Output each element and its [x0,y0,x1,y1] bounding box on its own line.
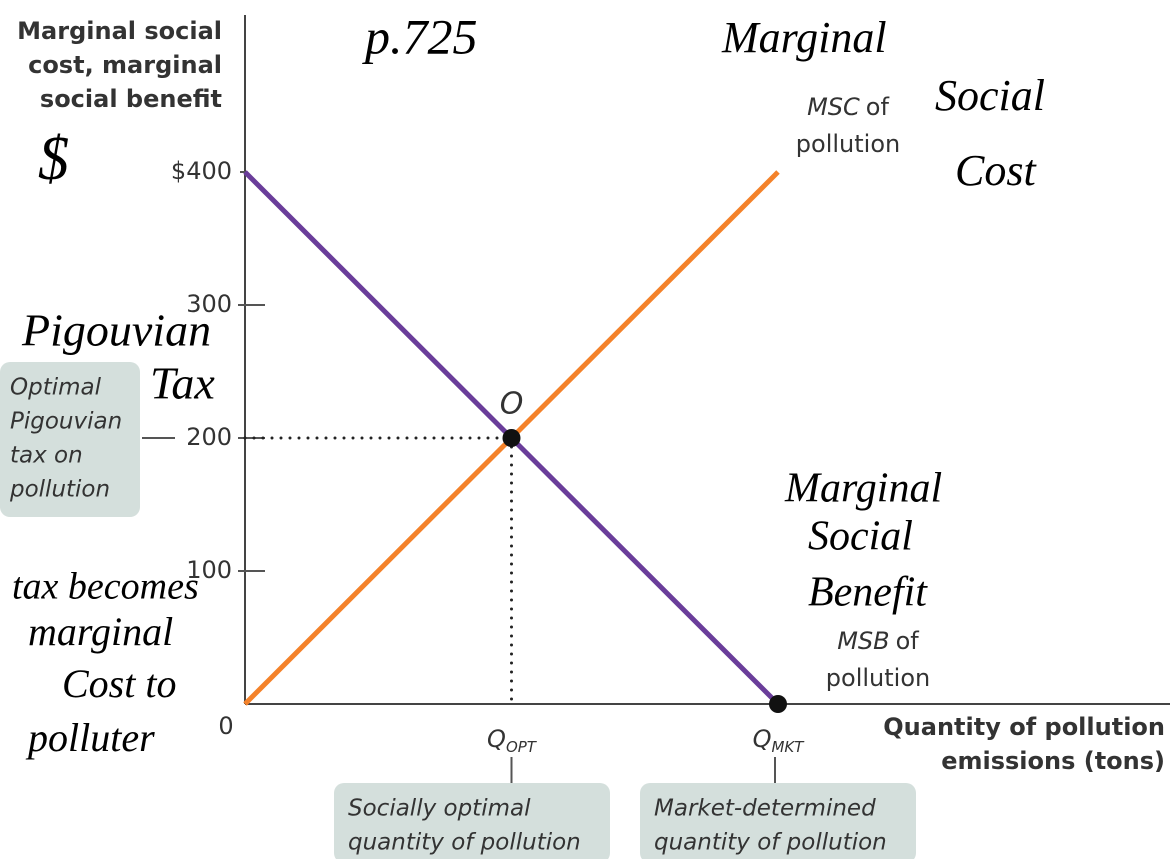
handwritten-note: Cost [955,146,1037,195]
handwritten-note: Social [935,71,1045,120]
series-name: of [866,93,890,121]
x-axis-title: emissions (tons) [941,747,1165,775]
handwritten-note: Tax [150,358,215,409]
box-text: Socially optimal [348,796,531,822]
handwritten-note: Social [808,514,913,560]
handwritten-note: Marginal [721,13,887,62]
series-label: pollution [796,130,900,158]
series-name: of [896,627,920,655]
y-tick-label: 100 [186,556,232,584]
box-text: tax on [10,443,83,469]
series-name: MSB [837,627,889,655]
x-tick-label: 0 [218,712,233,740]
point-label: O [500,387,524,422]
handwritten-note: $ [38,125,69,193]
category-label: Q [753,725,772,753]
handwritten-note: tax becomes [12,566,199,608]
handwritten-note: marginal [28,609,173,654]
series-name: MSC [807,93,860,121]
annotation-box [334,783,610,859]
point [769,695,787,713]
category-label: 0 [218,712,233,740]
point [502,429,521,447]
box-text: Pigouvian [10,409,122,435]
series-label: MSB of [837,627,919,655]
y-tick-label: $400 [171,157,232,185]
x-tick-label: QOPT [487,725,538,756]
handwritten-note: Cost to [62,661,176,706]
box-text: quantity of pollution [348,830,581,856]
category-subscript: MKT [771,738,805,756]
x-axis-title: Quantity of pollution [883,713,1165,741]
handwritten-note: Marginal [784,466,942,512]
annotation-box [0,362,140,517]
category-subscript: OPT [506,738,538,756]
y-tick-label: 300 [186,290,232,318]
y-tick-label: 200 [186,423,232,451]
handwritten-note: polluter [25,715,155,760]
handwritten-note: Benefit [808,570,928,616]
x-tick-label: QMKT [753,725,806,756]
series-label: MSC of [807,93,889,121]
y-axis-title: Marginal social [17,17,222,45]
box-text: pollution [9,477,110,503]
series-label: pollution [826,664,930,692]
annotation-box [640,783,916,859]
handwritten-note: Pigouvian [21,305,211,356]
y-axis-title: cost, marginal [28,51,222,79]
handwritten-note: p.725 [362,8,478,64]
box-text: quantity of pollution [654,830,887,856]
y-axis-title: social benefit [40,85,222,113]
box-text: Market-determined [654,796,876,822]
box-text: Optimal [10,375,102,401]
category-label: Q [487,725,506,753]
